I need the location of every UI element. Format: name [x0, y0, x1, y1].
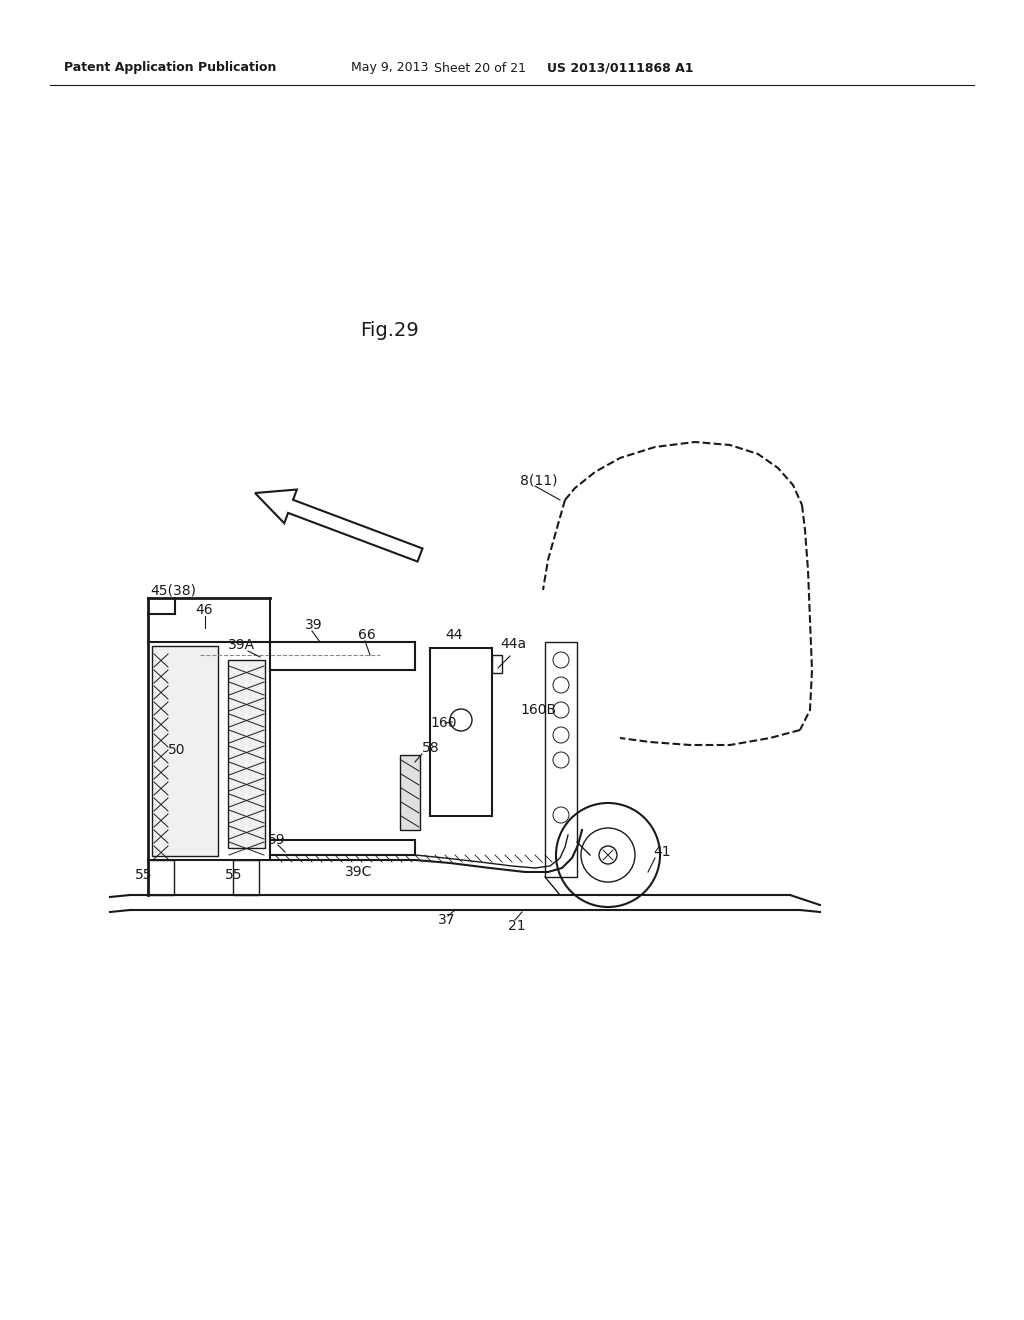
- Text: 46: 46: [195, 603, 213, 616]
- Text: 50: 50: [168, 743, 185, 756]
- Bar: [492, 655, 502, 673]
- Text: 66: 66: [358, 628, 376, 642]
- Text: 59: 59: [268, 833, 286, 847]
- Text: 8(11): 8(11): [520, 473, 557, 487]
- Bar: [233, 861, 259, 895]
- Bar: [400, 755, 420, 830]
- Text: 55: 55: [225, 869, 243, 882]
- Text: 39C: 39C: [345, 865, 373, 879]
- Text: 21: 21: [508, 919, 525, 933]
- Bar: [148, 861, 174, 895]
- Text: 55: 55: [135, 869, 153, 882]
- Text: 44a: 44a: [500, 638, 526, 651]
- Text: 160B: 160B: [520, 704, 556, 717]
- Text: May 9, 2013: May 9, 2013: [351, 62, 429, 74]
- Text: 39A: 39A: [228, 638, 255, 652]
- FancyArrow shape: [255, 490, 423, 561]
- Text: Fig.29: Fig.29: [360, 321, 420, 339]
- Text: 45(38): 45(38): [150, 583, 196, 597]
- Text: Sheet 20 of 21: Sheet 20 of 21: [434, 62, 526, 74]
- Text: 160: 160: [430, 715, 457, 730]
- Text: US 2013/0111868 A1: US 2013/0111868 A1: [547, 62, 693, 74]
- Text: 39: 39: [305, 618, 323, 632]
- Text: Patent Application Publication: Patent Application Publication: [63, 62, 276, 74]
- Text: 41: 41: [653, 845, 671, 859]
- Text: 58: 58: [422, 741, 439, 755]
- Bar: [430, 648, 492, 816]
- Bar: [228, 660, 265, 847]
- Text: 44: 44: [445, 628, 463, 642]
- Text: 37: 37: [438, 913, 456, 927]
- Bar: [545, 642, 577, 876]
- Bar: [152, 645, 218, 855]
